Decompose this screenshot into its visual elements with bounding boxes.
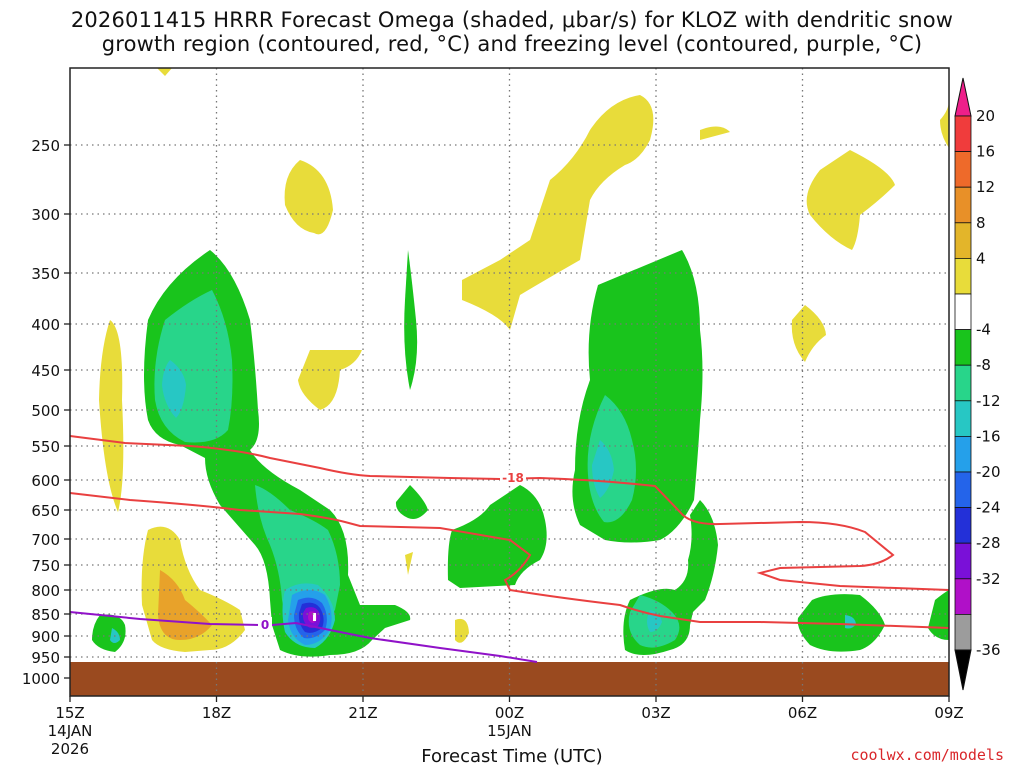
colorbar-segment [954,507,972,544]
y-tick-label: 450 [31,362,60,380]
y-tick-label: 750 [31,557,60,575]
dgz-contour-label: -18 [502,471,524,485]
colorbar-segment [954,578,972,615]
freezing-level-contour [69,611,538,663]
colorbar-label: -20 [976,463,1001,481]
colorbar: 20 16 12 8 4 -4 -8 -12 -16 -20 -24 -28 -32 -36 [954,77,1001,691]
colorbar-segment [954,115,972,152]
colorbar-segment [954,329,972,366]
x-tick-label: 18Z [202,704,231,722]
colorbar-label: -16 [976,427,1001,445]
y-tick-label: 700 [31,531,60,549]
freezing-contour-label: 0 [261,618,269,632]
dgz-contour-lower [69,492,950,629]
x-tick-date: 15JAN [487,722,532,740]
y-tick-label: 500 [31,402,60,420]
y-axis: 250 300 350 400 450 500 550 600 650 700 750 800 850 9… [22,137,70,688]
colorbar-segment [954,222,972,259]
y-tick-label: 850 [31,606,60,624]
colorbar-segment [954,257,972,295]
dgz-contours [69,435,950,629]
colorbar-segment [954,186,972,224]
x-tick-label: 09Z [934,704,963,722]
colorbar-segment [954,614,972,651]
y-tick-label: 950 [31,649,60,667]
y-tick-label: 250 [31,137,60,155]
colorbar-label: 16 [976,143,995,161]
x-tick-label: 03Z [641,704,670,722]
x-tick-label: 06Z [788,704,817,722]
colorbar-segment [954,293,972,330]
x-axis-label: Forecast Time (UTC) [421,746,603,767]
colorbar-label: 8 [976,214,986,232]
y-tick-label: 650 [31,502,60,520]
chart-title-line2: growth region (contoured, red, °C) and f… [101,32,923,56]
y-tick-label: 400 [31,316,60,334]
colorbar-top-arrow [954,77,972,117]
y-tick-label: 300 [31,206,60,224]
colorbar-label: -24 [976,499,1001,517]
y-tick-label: 900 [31,628,60,646]
omega-positive-areas [99,68,949,652]
y-tick-label: 350 [31,265,60,283]
colorbar-segment [954,364,972,402]
colorbar-segment [954,151,972,188]
x-tick-label: 15Z [55,704,84,722]
y-tick-label: 1000 [22,670,60,688]
colorbar-label: 4 [976,249,986,267]
colorbar-label: -8 [976,356,991,374]
colorbar-segment [954,400,972,437]
dgz-contour-upper [69,435,950,591]
source-credit: coolwx.com/models [850,746,1004,764]
colorbar-label: -36 [976,641,1001,659]
colorbar-segment [954,471,972,508]
colorbar-label: 20 [976,107,995,125]
colorbar-label: 12 [976,178,995,196]
freezing-label-bg [258,617,272,631]
grid-lines [70,68,949,696]
colorbar-label: -4 [976,321,991,339]
x-tick-label: 00Z [495,704,524,722]
colorbar-label: -28 [976,534,1001,552]
y-tick-label: 550 [31,438,60,456]
colorbar-label: -32 [976,570,1001,588]
colorbar-label: -12 [976,392,1001,410]
dgz-label-bg [500,470,526,484]
x-tick-year: 2026 [51,740,89,758]
x-tick-date: 14JAN [48,722,93,740]
y-tick-label: 600 [31,472,60,490]
colorbar-segment [954,542,972,580]
chart-title-line1: 2026011415 HRRR Forecast Omega (shaded, … [70,8,954,32]
colorbar-segment [954,435,972,473]
colorbar-bottom-arrow [954,649,972,691]
x-tick-label: 21Z [348,704,377,722]
y-tick-label: 800 [31,582,60,600]
